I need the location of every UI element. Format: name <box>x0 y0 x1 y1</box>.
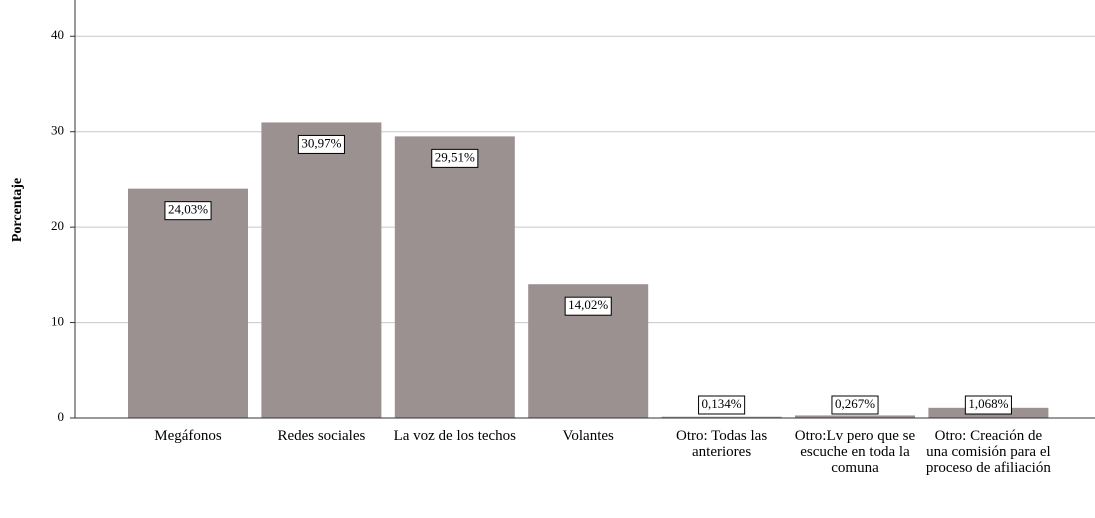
value-label: 29,51% <box>435 149 475 164</box>
value-label-box <box>564 296 612 316</box>
bar <box>128 188 248 418</box>
bar <box>661 416 782 418</box>
x-tick-label: Redes sociales <box>277 428 366 444</box>
y-tick-label: 40 <box>51 27 64 42</box>
y-tick-label: 10 <box>51 314 64 329</box>
x-tick-label: Otro: Creación de una comisión para el p… <box>925 428 1051 476</box>
x-tick-label: Otro:Lv pero que se escuche en toda la c… <box>794 428 916 476</box>
x-tick-label: Otro: Todas las anteriores <box>676 428 768 460</box>
value-label: 0,134% <box>702 396 742 411</box>
y-axis-label: Porcentaje <box>10 178 25 242</box>
value-label-box <box>698 395 746 415</box>
bar <box>795 415 915 418</box>
value-label-box <box>431 148 479 168</box>
y-tick-label: 20 <box>51 218 64 233</box>
value-label: 0,267% <box>835 396 875 411</box>
value-label-box <box>831 395 879 415</box>
value-label: 24,03% <box>168 202 208 217</box>
y-tick-label: 0 <box>58 409 65 424</box>
value-label-box <box>964 395 1012 415</box>
value-label: 30,97% <box>301 135 341 150</box>
x-tick-label: Megáfonos <box>154 428 222 444</box>
value-label: 14,02% <box>568 297 608 312</box>
value-label-box <box>297 134 345 154</box>
bar <box>394 136 515 419</box>
bar <box>261 122 382 418</box>
value-label: 1,068% <box>968 396 1008 411</box>
value-label-box <box>164 201 212 221</box>
y-tick-label: 30 <box>51 123 64 138</box>
x-tick-label: Volantes <box>562 428 614 444</box>
x-tick-label: La voz de los techos <box>393 428 517 444</box>
